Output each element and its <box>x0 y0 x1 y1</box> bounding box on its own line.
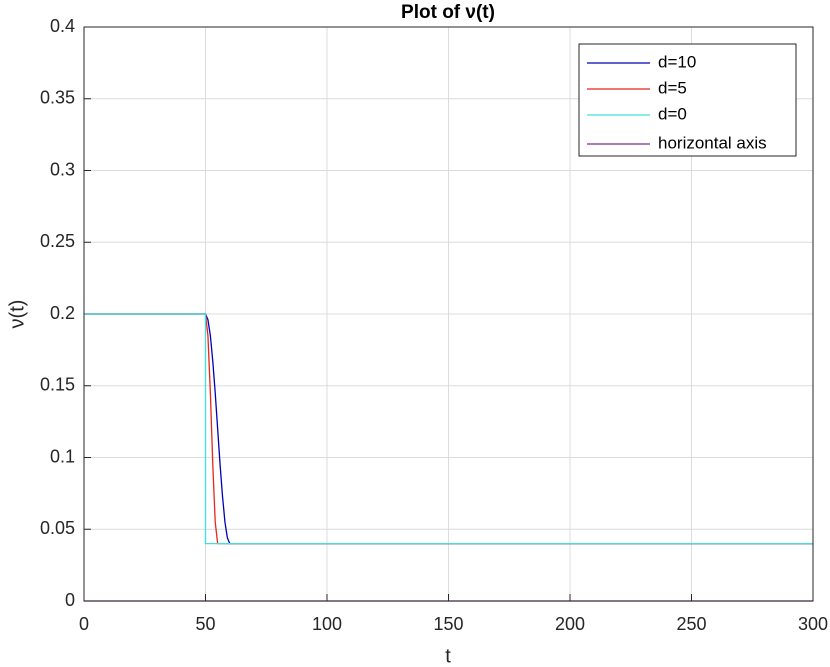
legend-label: d=5 <box>658 78 687 97</box>
legend-label: d=0 <box>658 104 687 123</box>
plot-frame <box>83 26 814 602</box>
legend-label: horizontal axis <box>658 133 767 152</box>
x-tick-label: 0 <box>79 614 89 634</box>
x-tick-label: 50 <box>195 614 215 634</box>
y-tick-label: 0.3 <box>50 159 75 179</box>
x-tick-label: 300 <box>798 614 828 634</box>
y-tick-label: 0.1 <box>50 446 75 466</box>
x-tick-label: 250 <box>676 614 706 634</box>
x-tick-label: 200 <box>555 614 585 634</box>
series-line <box>84 313 813 545</box>
x-tick-label: 150 <box>433 614 463 634</box>
legend: d=10 d=5 d=0 horizontal axis <box>578 43 797 157</box>
y-tick-label: 0 <box>65 590 75 610</box>
x-axis-label: t <box>445 645 451 667</box>
y-tick-label: 0.4 <box>50 16 75 36</box>
y-tick-label: 0.15 <box>40 375 75 395</box>
y-axis-label: ν(t) <box>6 300 28 329</box>
series-line <box>84 313 813 545</box>
x-tick-label: 100 <box>312 614 342 634</box>
y-tick-label: 0.05 <box>40 518 75 538</box>
y-tick-label: 0.2 <box>50 303 75 323</box>
chart-title: Plot of ν(t) <box>401 2 495 23</box>
y-tick-label: 0.35 <box>40 88 75 108</box>
legend-label: d=10 <box>658 52 696 71</box>
y-tick-label: 0.25 <box>40 231 75 251</box>
